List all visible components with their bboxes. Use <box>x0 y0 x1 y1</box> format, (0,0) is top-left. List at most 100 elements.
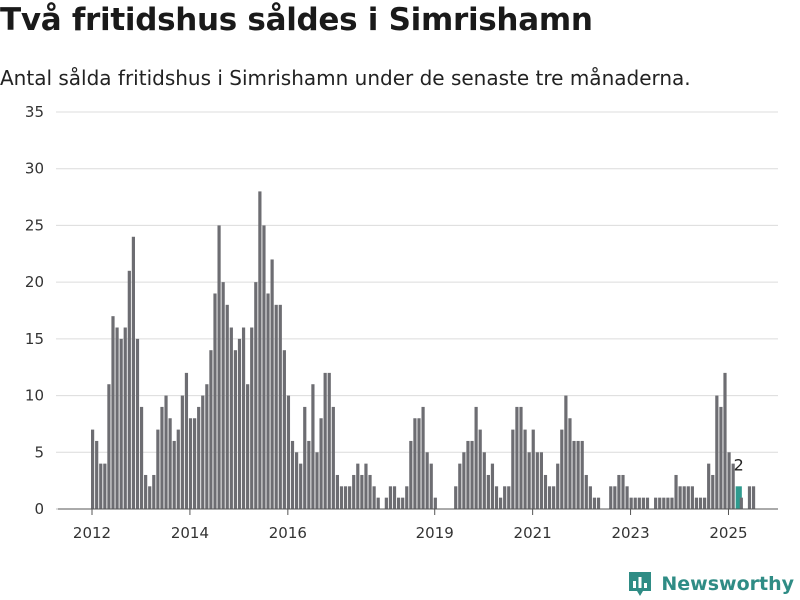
bar <box>490 463 495 509</box>
bar <box>184 372 189 509</box>
bar <box>482 452 486 509</box>
bar <box>458 463 462 509</box>
bar <box>739 497 743 509</box>
brand-name: Newsworthy <box>661 573 794 595</box>
bar <box>523 429 527 509</box>
bar <box>139 406 144 509</box>
data-label-latest: 2 <box>734 455 744 474</box>
bar <box>556 463 560 509</box>
bar <box>694 497 699 509</box>
bar <box>352 474 356 509</box>
x-tick-label: 2016 <box>269 524 307 542</box>
bar <box>201 395 205 509</box>
bar <box>674 474 678 509</box>
bar <box>164 395 168 509</box>
bar <box>229 327 233 509</box>
bar <box>217 225 221 509</box>
bar <box>731 463 735 509</box>
chart-subtitle: Antal sålda fritidshus i Simrishamn unde… <box>0 66 691 90</box>
bar <box>176 429 180 509</box>
bar <box>711 474 715 509</box>
bar <box>413 418 417 509</box>
bar <box>654 497 658 509</box>
bar <box>270 259 274 509</box>
bar <box>172 440 176 509</box>
chart-title: Två fritidshus såldes i Simrishamn <box>0 2 593 38</box>
y-tick-label: 10 <box>25 387 44 405</box>
bar <box>539 452 543 509</box>
bar <box>315 452 319 509</box>
y-tick-label: 25 <box>25 216 44 234</box>
bar <box>499 497 503 509</box>
bar <box>237 338 242 509</box>
y-axis-ticks: 0 5 10 15 20 25 30 35 <box>25 103 44 518</box>
bar <box>727 452 731 509</box>
bar <box>156 429 160 509</box>
bar <box>682 486 686 509</box>
bar <box>115 327 119 509</box>
bar <box>343 486 348 509</box>
bar <box>95 440 99 509</box>
bar <box>421 406 425 509</box>
bar <box>515 406 519 509</box>
bar <box>719 406 723 509</box>
y-tick-label: 15 <box>25 330 44 348</box>
bar <box>290 440 295 509</box>
bar <box>417 418 421 509</box>
bar <box>319 418 323 509</box>
bar <box>470 440 474 509</box>
bar <box>144 474 148 509</box>
y-tick-label: 35 <box>25 103 44 121</box>
bar <box>250 327 254 509</box>
bar <box>225 304 229 509</box>
bar <box>584 474 588 509</box>
bar <box>466 440 470 509</box>
bar <box>658 497 662 509</box>
bar <box>213 293 217 509</box>
bar <box>356 463 360 509</box>
bar <box>348 486 352 509</box>
bar <box>127 270 131 509</box>
bar <box>401 497 405 509</box>
bar <box>103 463 107 509</box>
bar <box>543 474 548 509</box>
bar <box>552 486 556 509</box>
bar <box>751 486 756 509</box>
bar <box>462 452 466 509</box>
bar <box>278 304 282 509</box>
bar <box>633 497 637 509</box>
bar <box>303 406 307 509</box>
bar <box>266 293 270 509</box>
bar <box>409 440 413 509</box>
x-tick-label: 2025 <box>709 524 747 542</box>
bar <box>613 486 617 509</box>
bar <box>698 497 703 509</box>
bar <box>286 395 291 509</box>
bar <box>221 282 225 509</box>
bar <box>576 440 580 509</box>
bar <box>621 474 625 509</box>
bar <box>507 486 511 509</box>
bar <box>645 497 650 509</box>
bar <box>678 486 682 509</box>
bar <box>339 486 344 509</box>
bar <box>625 486 629 509</box>
bar <box>233 350 237 509</box>
bar <box>588 486 592 509</box>
bar <box>360 474 364 509</box>
bar <box>209 350 213 509</box>
bar <box>311 384 315 509</box>
bar <box>111 316 115 509</box>
bar <box>433 497 437 509</box>
bar <box>637 497 641 509</box>
bar <box>715 395 719 509</box>
bar <box>478 429 482 509</box>
gridlines <box>56 111 778 510</box>
bar <box>580 440 584 509</box>
bar <box>188 418 193 509</box>
bar <box>241 327 246 509</box>
y-tick-label: 20 <box>25 273 44 291</box>
bar <box>564 395 568 509</box>
bar <box>397 497 401 509</box>
